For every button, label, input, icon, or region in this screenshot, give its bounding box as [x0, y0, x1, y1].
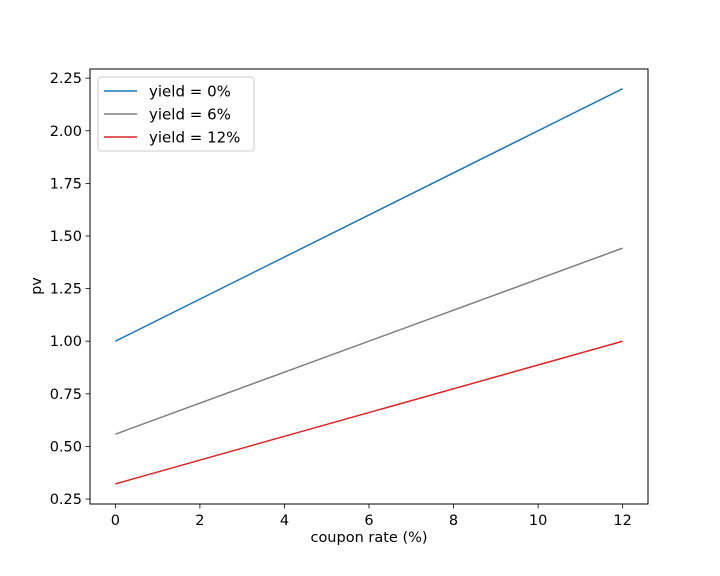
- x-tick-label: 2: [195, 513, 204, 529]
- x-tick-label: 10: [529, 513, 547, 529]
- x-tick-label: 0: [111, 513, 120, 529]
- y-tick-label: 1.00: [50, 334, 82, 350]
- legend: yield = 0% yield = 6% yield = 12%: [97, 76, 255, 152]
- series-line-2: [115, 247, 623, 435]
- y-tick-label: 0.50: [50, 439, 82, 455]
- legend-frame: [97, 76, 255, 152]
- x-tick-label: 4: [280, 513, 289, 529]
- y-tick-label: 2.00: [50, 124, 82, 140]
- y-tick-label: 0.75: [50, 387, 82, 403]
- legend-label-1: yield = 0%: [149, 83, 231, 101]
- series-layer: [115, 88, 623, 485]
- y-tick-label: 1.25: [50, 282, 82, 298]
- x-tick-label: 12: [613, 513, 631, 529]
- x-tick-label: 6: [364, 513, 373, 529]
- y-tick-label: 1.50: [50, 229, 82, 245]
- x-tick-label: 8: [449, 513, 458, 529]
- x-axis-label: coupon rate (%): [310, 530, 427, 546]
- legend-entries: yield = 0% yield = 6% yield = 12%: [104, 83, 240, 147]
- series-line-1: [115, 88, 623, 342]
- y-tick-label: 1.75: [50, 176, 82, 192]
- y-axis-ticks: 0.25 0.50 0.75 1.00 1.25 1.50 1.75 2.00 2.25: [50, 71, 90, 508]
- legend-label-3: yield = 12%: [149, 129, 240, 147]
- series-line-3: [115, 340, 623, 485]
- legend-label-2: yield = 6%: [149, 106, 231, 124]
- y-axis-label: pv: [29, 277, 45, 295]
- x-axis-ticks: 0 2 4 6 8 10 12: [111, 504, 632, 529]
- y-tick-label: 0.25: [50, 492, 82, 508]
- y-tick-label: 2.25: [50, 71, 82, 87]
